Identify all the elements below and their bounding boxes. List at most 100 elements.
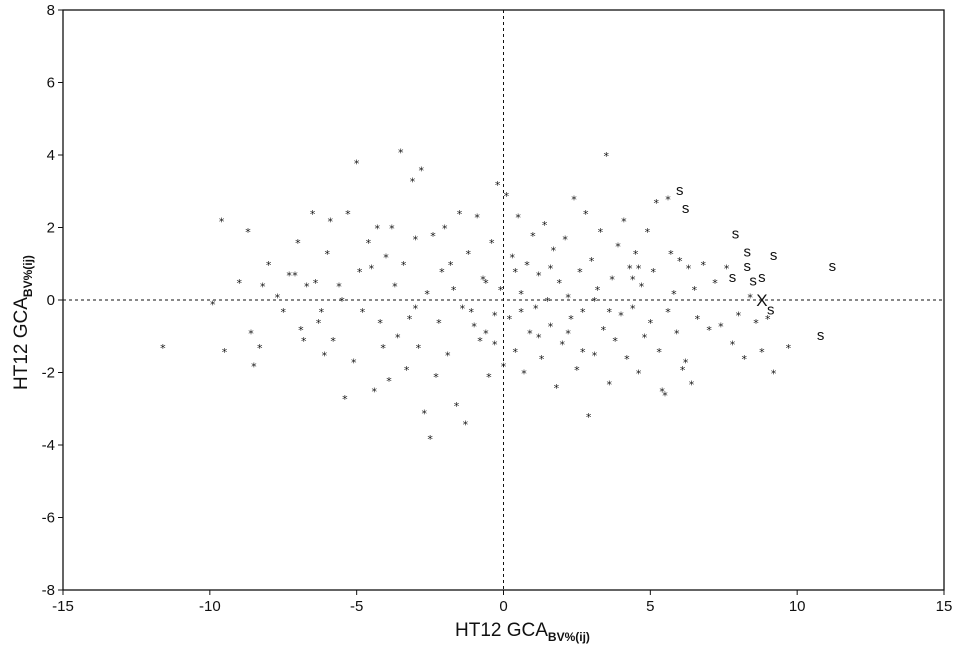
- star-data-point: *: [369, 262, 375, 275]
- x-tick-label: 15: [936, 598, 953, 615]
- star-data-point: *: [580, 346, 586, 359]
- star-data-point: *: [474, 212, 480, 225]
- star-data-point: *: [457, 208, 463, 221]
- star-data-point: *: [160, 342, 166, 355]
- star-data-point: *: [512, 266, 518, 279]
- star-data-point: *: [424, 288, 430, 301]
- star-data-point: *: [392, 281, 398, 294]
- star-data-point: *: [656, 346, 662, 359]
- y-axis-title-main: HT12 GCA: [11, 297, 32, 390]
- star-data-point: *: [510, 252, 516, 265]
- star-data-point: *: [483, 277, 489, 290]
- star-data-point: *: [427, 433, 433, 446]
- s-data-point: s: [743, 258, 751, 275]
- star-data-point: *: [545, 295, 551, 308]
- star-data-point: *: [653, 197, 659, 210]
- x-tick-label: 0: [499, 598, 507, 615]
- star-data-point: *: [551, 244, 557, 257]
- star-data-point: *: [442, 223, 448, 236]
- y-tick-label: 6: [47, 75, 55, 92]
- star-data-point: *: [683, 357, 689, 370]
- y-tick-label: 2: [47, 220, 55, 237]
- star-data-point: *: [492, 339, 498, 352]
- star-data-point: *: [724, 262, 730, 275]
- star-data-point: *: [468, 306, 474, 319]
- y-tick-label: -6: [42, 510, 55, 527]
- star-data-point: *: [342, 393, 348, 406]
- star-data-point: *: [339, 295, 345, 308]
- star-data-point: *: [322, 349, 328, 362]
- s-data-point: s: [682, 200, 690, 217]
- star-data-point: *: [460, 302, 466, 315]
- star-data-point: *: [357, 266, 363, 279]
- x-tick-label: -15: [52, 598, 74, 615]
- star-data-point: *: [219, 215, 225, 228]
- star-data-point: *: [595, 284, 601, 297]
- s-data-point: s: [767, 302, 775, 319]
- star-data-point: *: [686, 262, 692, 275]
- x-data-point: X: [756, 291, 767, 310]
- star-data-point: *: [386, 375, 392, 388]
- star-data-point: *: [557, 277, 563, 290]
- star-data-point: *: [501, 360, 507, 373]
- star-data-point: *: [512, 346, 518, 359]
- star-data-point: *: [636, 368, 642, 381]
- star-data-point: *: [618, 310, 624, 323]
- star-data-point: *: [598, 226, 604, 239]
- star-data-point: *: [366, 237, 372, 250]
- s-data-point: s: [729, 269, 737, 286]
- star-data-point: *: [301, 335, 307, 348]
- y-axis-title-subscript: BV%(ij): [21, 255, 35, 297]
- star-data-point: *: [730, 339, 736, 352]
- s-data-point: s: [829, 258, 837, 275]
- star-data-point: *: [539, 353, 545, 366]
- star-data-point: *: [639, 281, 645, 294]
- star-data-point: *: [536, 270, 542, 283]
- star-data-point: *: [377, 317, 383, 330]
- star-data-point: *: [606, 378, 612, 391]
- star-data-point: *: [559, 339, 565, 352]
- star-data-point: *: [436, 317, 442, 330]
- star-data-point: *: [292, 270, 298, 283]
- star-data-point: *: [398, 146, 404, 159]
- s-data-point: s: [732, 225, 740, 242]
- y-axis-title: HT12 GCABV%(ij): [11, 255, 35, 390]
- star-data-point: *: [413, 233, 419, 246]
- star-data-point: *: [665, 306, 671, 319]
- star-data-point: *: [615, 241, 621, 254]
- star-data-point: *: [518, 288, 524, 301]
- star-data-point: *: [439, 266, 445, 279]
- star-data-point: *: [700, 259, 706, 272]
- star-data-point: *: [295, 237, 301, 250]
- star-data-point: *: [395, 331, 401, 344]
- star-data-point: *: [586, 411, 592, 424]
- star-data-point: *: [515, 212, 521, 225]
- star-data-point: *: [548, 262, 554, 275]
- star-data-point: *: [245, 226, 251, 239]
- star-data-point: *: [765, 313, 771, 326]
- star-data-point: *: [498, 284, 504, 297]
- star-data-point: *: [668, 248, 674, 261]
- star-data-point: *: [471, 320, 477, 333]
- s-data-point: s: [743, 244, 751, 261]
- star-data-point: *: [325, 248, 331, 261]
- star-data-point: *: [222, 346, 228, 359]
- star-data-point: *: [580, 306, 586, 319]
- star-data-point: *: [407, 313, 413, 326]
- star-data-point: *: [374, 223, 380, 236]
- star-data-point: *: [533, 302, 539, 315]
- star-data-point: *: [286, 270, 292, 283]
- star-data-point: *: [695, 313, 701, 326]
- star-data-point: *: [327, 215, 333, 228]
- star-data-point: *: [489, 237, 495, 250]
- star-data-point: *: [624, 353, 630, 366]
- star-data-point: *: [304, 281, 310, 294]
- star-data-point: *: [477, 335, 483, 348]
- star-data-point: *: [257, 342, 263, 355]
- star-data-point: *: [771, 368, 777, 381]
- s-data-point: s: [676, 182, 684, 199]
- star-data-point: *: [463, 418, 469, 431]
- y-tick-label: 0: [47, 292, 55, 309]
- star-data-point: *: [665, 194, 671, 207]
